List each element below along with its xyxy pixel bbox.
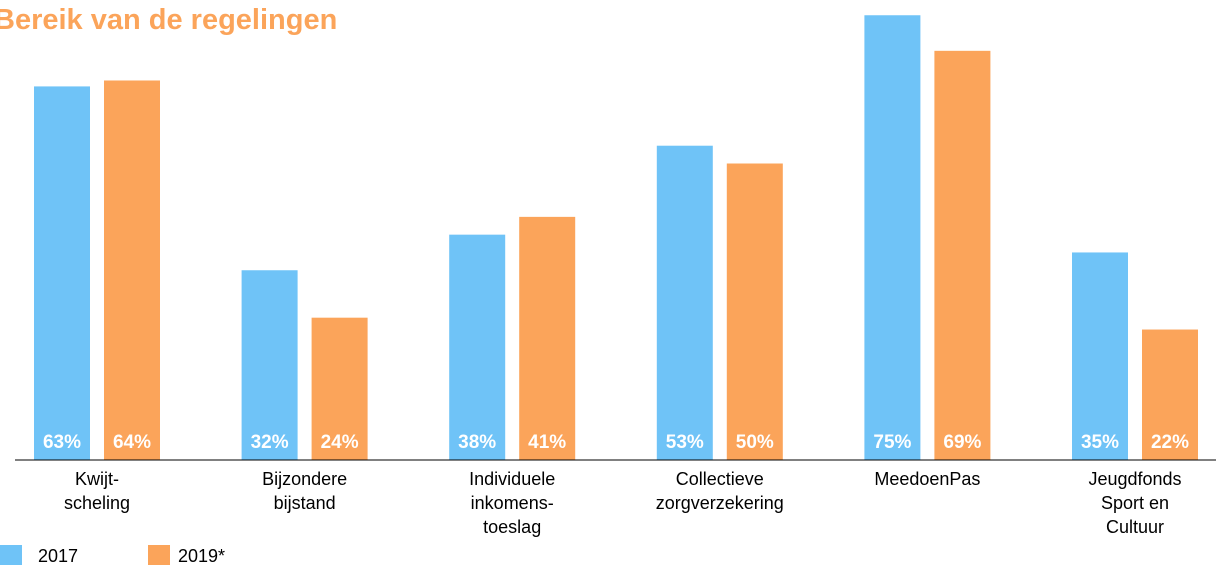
x-tick-label: Bijzondere bijstand <box>262 469 348 513</box>
bar <box>104 80 160 460</box>
x-tick-label: Individuele inkomens- toeslag <box>469 469 556 537</box>
bar <box>449 234 506 460</box>
value-label: 38% <box>458 432 496 453</box>
bar <box>311 317 368 460</box>
value-label: 22% <box>1151 432 1189 453</box>
legend-swatch <box>148 545 170 565</box>
value-label: 41% <box>528 432 566 453</box>
value-label: 50% <box>736 432 774 453</box>
bar <box>934 50 991 460</box>
bar <box>1142 329 1198 460</box>
bar <box>241 270 298 460</box>
chart-title: Bereik van de regelingen <box>0 4 338 36</box>
x-tick-label: Kwijt- scheling <box>63 469 131 513</box>
bar <box>656 145 713 460</box>
x-tick-label: MeedoenPas <box>874 469 981 489</box>
value-label: 32% <box>251 432 289 453</box>
bar <box>34 86 90 460</box>
bar <box>1072 252 1128 460</box>
x-tick-label: Collectieve zorgverzekering <box>655 469 784 513</box>
legend-swatch <box>0 545 22 565</box>
value-label: 69% <box>943 432 981 453</box>
x-tick-label: Jeugdfonds Sport en Cultuur <box>1088 469 1182 537</box>
value-label: 64% <box>113 432 151 453</box>
legend-label: 2017 <box>38 546 78 566</box>
legend-label: 2019* <box>178 546 225 566</box>
value-label: 35% <box>1081 432 1119 453</box>
value-label: 63% <box>43 432 81 453</box>
bar <box>726 163 783 460</box>
value-label: 53% <box>666 432 704 453</box>
value-label: 75% <box>873 432 911 453</box>
value-label: 24% <box>321 432 359 453</box>
bar <box>864 15 921 460</box>
bar <box>519 216 576 460</box>
